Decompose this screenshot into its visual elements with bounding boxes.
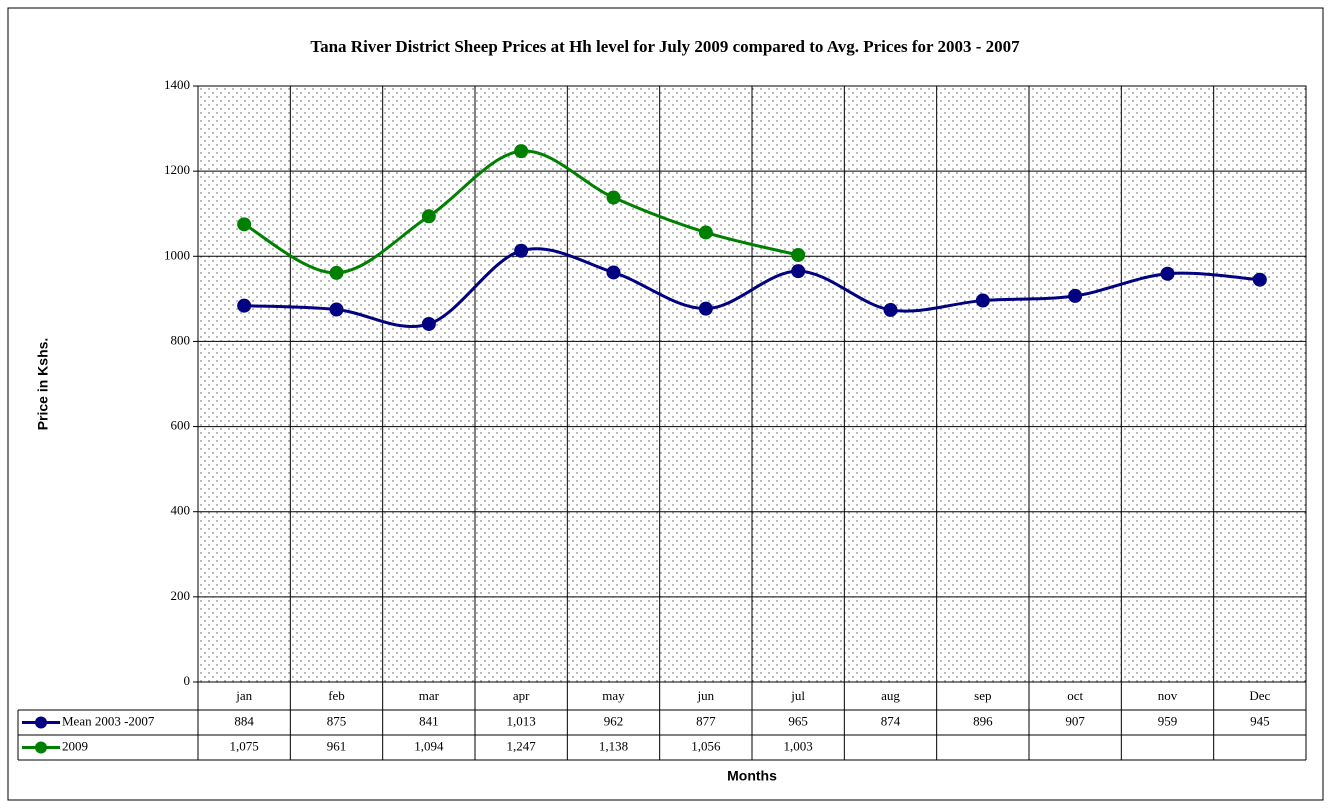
y-tick-label: 600 (171, 418, 191, 433)
y-tick-label: 1400 (164, 77, 190, 92)
table-value: 1,003 (784, 738, 813, 753)
marker (975, 293, 990, 308)
x-tick-label: Dec (1249, 688, 1270, 703)
table-value: 1,094 (414, 738, 444, 753)
marker (698, 225, 713, 240)
legend-label: 2009 (62, 738, 88, 753)
marker (791, 248, 806, 263)
x-tick-label: sep (974, 688, 991, 703)
marker (1252, 272, 1267, 287)
x-tick-label: nov (1158, 688, 1178, 703)
y-tick-label: 0 (184, 673, 191, 688)
marker (1068, 288, 1083, 303)
x-tick-label: jun (697, 688, 715, 703)
x-tick-label: apr (513, 688, 530, 703)
x-tick-label: aug (881, 688, 900, 703)
marker (606, 190, 621, 205)
legend-label: Mean 2003 -2007 (62, 713, 155, 728)
x-tick-label: may (602, 688, 625, 703)
legend-key-marker (35, 741, 47, 754)
y-tick-label: 400 (171, 503, 191, 518)
marker (329, 302, 344, 317)
table-value: 945 (1250, 713, 1270, 728)
legend-key-marker (35, 716, 47, 729)
marker (237, 217, 252, 232)
x-tick-label: feb (328, 688, 345, 703)
table-value: 959 (1158, 713, 1178, 728)
marker (606, 265, 621, 280)
marker (514, 243, 529, 258)
y-tick-label: 1000 (164, 247, 190, 262)
x-tick-label: mar (419, 688, 440, 703)
table-value: 896 (973, 713, 993, 728)
table-value: 877 (696, 713, 716, 728)
y-tick-label: 1200 (164, 162, 190, 177)
marker (514, 144, 529, 159)
marker (883, 302, 898, 317)
marker (1160, 266, 1175, 281)
x-tick-label: oct (1067, 688, 1083, 703)
marker (421, 209, 436, 224)
table-value: 875 (327, 713, 347, 728)
x-tick-label: jan (235, 688, 252, 703)
marker (791, 264, 806, 279)
table-value: 961 (327, 738, 347, 753)
table-value: 907 (1065, 713, 1085, 728)
marker (329, 265, 344, 280)
table-value: 1,013 (507, 713, 536, 728)
marker (421, 316, 436, 331)
y-tick-label: 800 (171, 332, 191, 347)
table-value: 841 (419, 713, 439, 728)
y-axis-title: Price in Kshs. (35, 338, 51, 431)
table-value: 962 (604, 713, 624, 728)
marker (237, 298, 252, 313)
table-value: 1,138 (599, 738, 628, 753)
table-value: 1,075 (230, 738, 259, 753)
marker (698, 301, 713, 316)
table-value: 965 (788, 713, 808, 728)
chart-title: Tana River District Sheep Prices at Hh l… (310, 37, 1020, 56)
x-axis-title: Months (727, 768, 777, 784)
table-value: 1,056 (691, 738, 721, 753)
table-value: 1,247 (507, 738, 537, 753)
table-value: 884 (234, 713, 254, 728)
table-value: 874 (881, 713, 901, 728)
x-tick-label: jul (790, 688, 805, 703)
y-tick-label: 200 (171, 588, 191, 603)
